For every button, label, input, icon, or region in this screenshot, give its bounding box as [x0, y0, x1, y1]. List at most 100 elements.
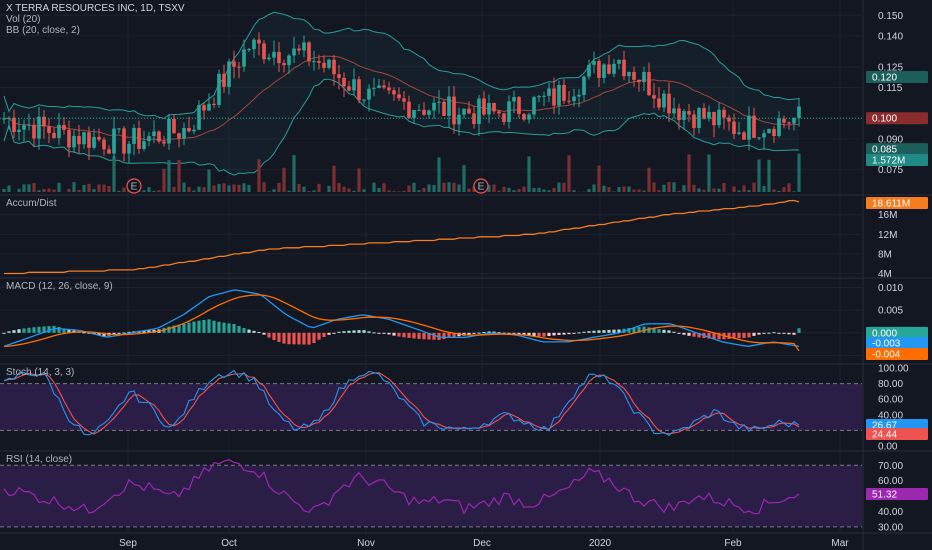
candle-body [772, 128, 776, 137]
candle-body [372, 87, 376, 89]
volume-bar [547, 190, 551, 192]
bollinger-indicator-label[interactable]: BB (20, close, 2) [6, 25, 80, 36]
volume-bar [182, 182, 186, 192]
price-candles[interactable] [0, 32, 862, 163]
candle-body [357, 79, 361, 101]
volume-bar [102, 184, 106, 192]
price-axis[interactable]: 0.150 0.140 0.125 0.115 0.090 0.075 0.120 0.100… [866, 11, 928, 534]
earnings-marker[interactable]: E [473, 178, 489, 194]
candle-body [87, 132, 91, 148]
candle-body [182, 127, 186, 139]
macd-histogram-bar [537, 332, 541, 337]
candle-body [332, 59, 336, 75]
badge-macd-signal: -0.004 [866, 348, 928, 361]
volume-bar [337, 182, 341, 192]
volume-bar [747, 190, 751, 192]
macd-histogram-bar [427, 332, 431, 340]
macd-histogram-bar [337, 331, 341, 333]
candle-body [317, 61, 321, 63]
macd-histogram-bar [727, 332, 731, 339]
volume-bar [667, 182, 671, 192]
macd-histogram-bar [467, 332, 471, 335]
volume-bar [722, 182, 726, 192]
volume-bar [492, 184, 496, 192]
stoch-axis-label: 40.00 [878, 410, 903, 421]
macd-histogram-bar [517, 332, 521, 334]
volume-bar [217, 184, 221, 192]
macd-histogram-bar [117, 332, 121, 334]
candle-body [657, 98, 661, 108]
macd-histogram-bar [57, 327, 61, 333]
macd-histogram-bar [182, 323, 186, 333]
badge-last-price-bg [866, 112, 928, 125]
candle-body [787, 122, 791, 124]
candle-body [392, 90, 396, 95]
volume-bar [622, 186, 626, 192]
candle-body [562, 85, 566, 101]
macd-histogram-bar [527, 332, 531, 336]
volume-bar [87, 183, 91, 192]
candle-body [302, 42, 306, 51]
volume-bar [767, 159, 771, 192]
candle-body [32, 124, 36, 139]
volume-bar [312, 190, 316, 192]
symbol-title[interactable]: X TERRA RESOURCES INC, 1D, TSXV [6, 3, 185, 14]
volume-bar [557, 182, 561, 192]
macd-histogram-bar [477, 332, 481, 334]
macd-histogram-bar [747, 332, 751, 338]
macd-histogram-bar [102, 332, 106, 336]
candle-body [47, 126, 51, 133]
volume-bar [392, 191, 396, 192]
volume-bar [702, 189, 706, 192]
volume-bar [762, 185, 766, 192]
volume-bar [192, 190, 196, 192]
price-axis-label: 0.090 [878, 134, 903, 145]
earnings-marker[interactable]: E [126, 178, 142, 194]
macd-histogram-bar [657, 329, 661, 333]
macd-histogram-bar [612, 329, 616, 333]
candle-body [757, 137, 761, 139]
macd-histogram-bar [327, 332, 331, 335]
volume-bar [432, 185, 436, 192]
candle-body [152, 131, 156, 137]
candle-body [457, 114, 461, 125]
volume-bar [757, 159, 761, 192]
candle-body [257, 39, 261, 44]
candle-body [67, 129, 71, 148]
badge-macd-signal-text: -0.004 [872, 350, 901, 361]
time-axis[interactable]: Sep Oct Nov Dec 2020 Feb Mar [119, 538, 849, 549]
candle-body [272, 51, 276, 58]
macd-histogram-bar [332, 332, 336, 334]
badge-volume-text: 1.572M [872, 156, 905, 167]
volume-bar [212, 185, 216, 192]
macd-histogram-bar [142, 330, 146, 333]
candle-body [537, 96, 541, 98]
macd-histogram-bar [497, 332, 501, 334]
candle-body [517, 97, 521, 114]
badge-rsi-bg [866, 488, 928, 501]
macd-histogram-bar [307, 332, 311, 345]
stoch-label[interactable]: Stoch (14, 3, 3) [6, 367, 74, 378]
candle-body [492, 102, 496, 112]
candle-body [157, 131, 161, 142]
volume-indicator-label[interactable]: Vol (20) [6, 14, 40, 25]
badge-stoch-d-bg [866, 428, 928, 440]
macd-histogram-bar [147, 330, 151, 333]
volume-bar [537, 187, 541, 192]
macd-histogram-bar [377, 332, 381, 334]
macd-label[interactable]: MACD (12, 26, close, 9) [6, 281, 113, 292]
volume-bar [272, 189, 276, 192]
macd-histogram-bar [697, 332, 701, 338]
volume-bar [382, 183, 386, 192]
candle-body [707, 111, 711, 119]
macd-histogram-bar [27, 327, 31, 333]
badge-macd-signal-bg [866, 348, 928, 360]
macd-histogram-bar [472, 332, 476, 334]
accum-dist-pane [4, 199, 800, 275]
rsi-label[interactable]: RSI (14, close) [6, 454, 72, 465]
candle-body [27, 124, 31, 126]
accum-dist-label[interactable]: Accum/Dist [6, 198, 57, 209]
candle-body [402, 98, 406, 102]
